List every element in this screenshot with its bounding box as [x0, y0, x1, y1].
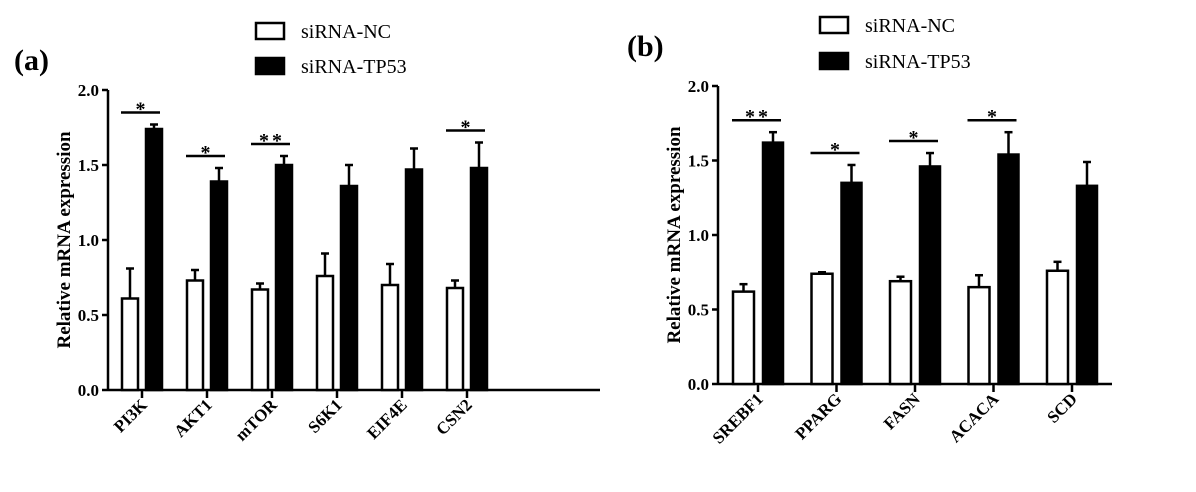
bar-sirna-nc: [185, 279, 205, 392]
bar-sirna-nc: [380, 283, 400, 392]
legend-swatch-nc: [254, 21, 286, 41]
y-tick-label: 1.0: [688, 226, 709, 245]
significance-marker: *: [987, 106, 1000, 128]
bar-sirna-nc: [1045, 269, 1070, 386]
y-tick-label: 0.0: [688, 375, 709, 394]
y-tick-label: 0.0: [78, 381, 99, 400]
significance-marker: *: [201, 142, 214, 164]
legend-label: siRNA-TP53: [301, 56, 407, 78]
y-tick-label: 1.5: [688, 152, 709, 171]
x-tick-label: SREBF1: [709, 389, 767, 447]
chart-panel-b: (b) siRNA-NC siRNA-TP53 0.0 0.5 1.0 1.5 2.0 Rela…: [627, 15, 1112, 448]
significance-marker: *: [830, 139, 843, 161]
legend-label: siRNA-TP53: [865, 51, 971, 73]
bar-sirna-nc: [731, 290, 756, 386]
bar-sirna-tp53: [918, 165, 942, 386]
y-tick-label: 1.0: [78, 231, 99, 250]
legend-swatch-nc: [818, 15, 850, 35]
legend-swatch-tp53: [254, 56, 286, 76]
x-tick-label: SCD: [1043, 389, 1080, 426]
panel-label: (a): [14, 44, 49, 77]
bar-sirna-nc: [888, 279, 913, 386]
y-tick-label: 0.5: [78, 306, 99, 325]
y-tick-label: 2.0: [688, 77, 709, 96]
bar-sirna-tp53: [840, 181, 863, 386]
bar-sirna-tp53: [997, 153, 1020, 386]
chart-panel-a: (a) siRNA-NC siRNA-TP53 0.0 0.5 1.0 1.5 2.0 Rela…: [14, 21, 600, 445]
bar-sirna-nc: [120, 297, 140, 392]
legend-label: siRNA-NC: [865, 15, 955, 37]
x-tick-label: PPARG: [791, 389, 845, 443]
bar-sirna-nc: [967, 285, 991, 386]
bar-sirna-tp53: [274, 163, 294, 392]
x-tick-label: PI3K: [110, 395, 151, 436]
bar-sirna-tp53: [404, 168, 424, 392]
y-tick-label: 1.5: [78, 156, 99, 175]
legend-label: siRNA-NC: [301, 21, 391, 43]
legend-swatch-tp53: [818, 51, 850, 71]
bar-sirna-tp53: [469, 166, 489, 392]
y-tick-label: 0.5: [688, 301, 709, 320]
significance-marker: *: [136, 99, 149, 121]
bar-sirna-tp53: [1075, 184, 1099, 386]
significance-marker: **: [259, 130, 285, 152]
bar-sirna-nc: [810, 272, 834, 386]
x-tick-label: ACACA: [945, 389, 1002, 446]
significance-marker: *: [909, 127, 922, 149]
significance-marker: **: [745, 106, 771, 128]
bar-sirna-tp53: [209, 180, 229, 392]
bar-sirna-tp53: [761, 141, 785, 386]
bar-sirna-nc: [445, 286, 465, 392]
x-tick-label: EIF4E: [363, 395, 411, 443]
bar-sirna-nc: [250, 288, 270, 392]
y-axis-label: Relative mRNA expression: [664, 126, 685, 344]
significance-marker: *: [461, 117, 474, 139]
y-tick-label: 2.0: [78, 81, 99, 100]
bar-sirna-tp53: [339, 184, 359, 392]
bar-sirna-tp53: [144, 127, 164, 392]
panel-label: (b): [627, 30, 664, 63]
x-tick-label: AKT1: [170, 395, 215, 440]
bar-sirna-nc: [315, 274, 335, 392]
x-tick-label: CSN2: [432, 395, 475, 438]
x-tick-label: mTOR: [232, 395, 282, 445]
y-axis-label: Relative mRNA expression: [54, 131, 75, 349]
x-tick-label: FASN: [880, 389, 924, 433]
x-tick-label: S6K1: [304, 395, 345, 436]
